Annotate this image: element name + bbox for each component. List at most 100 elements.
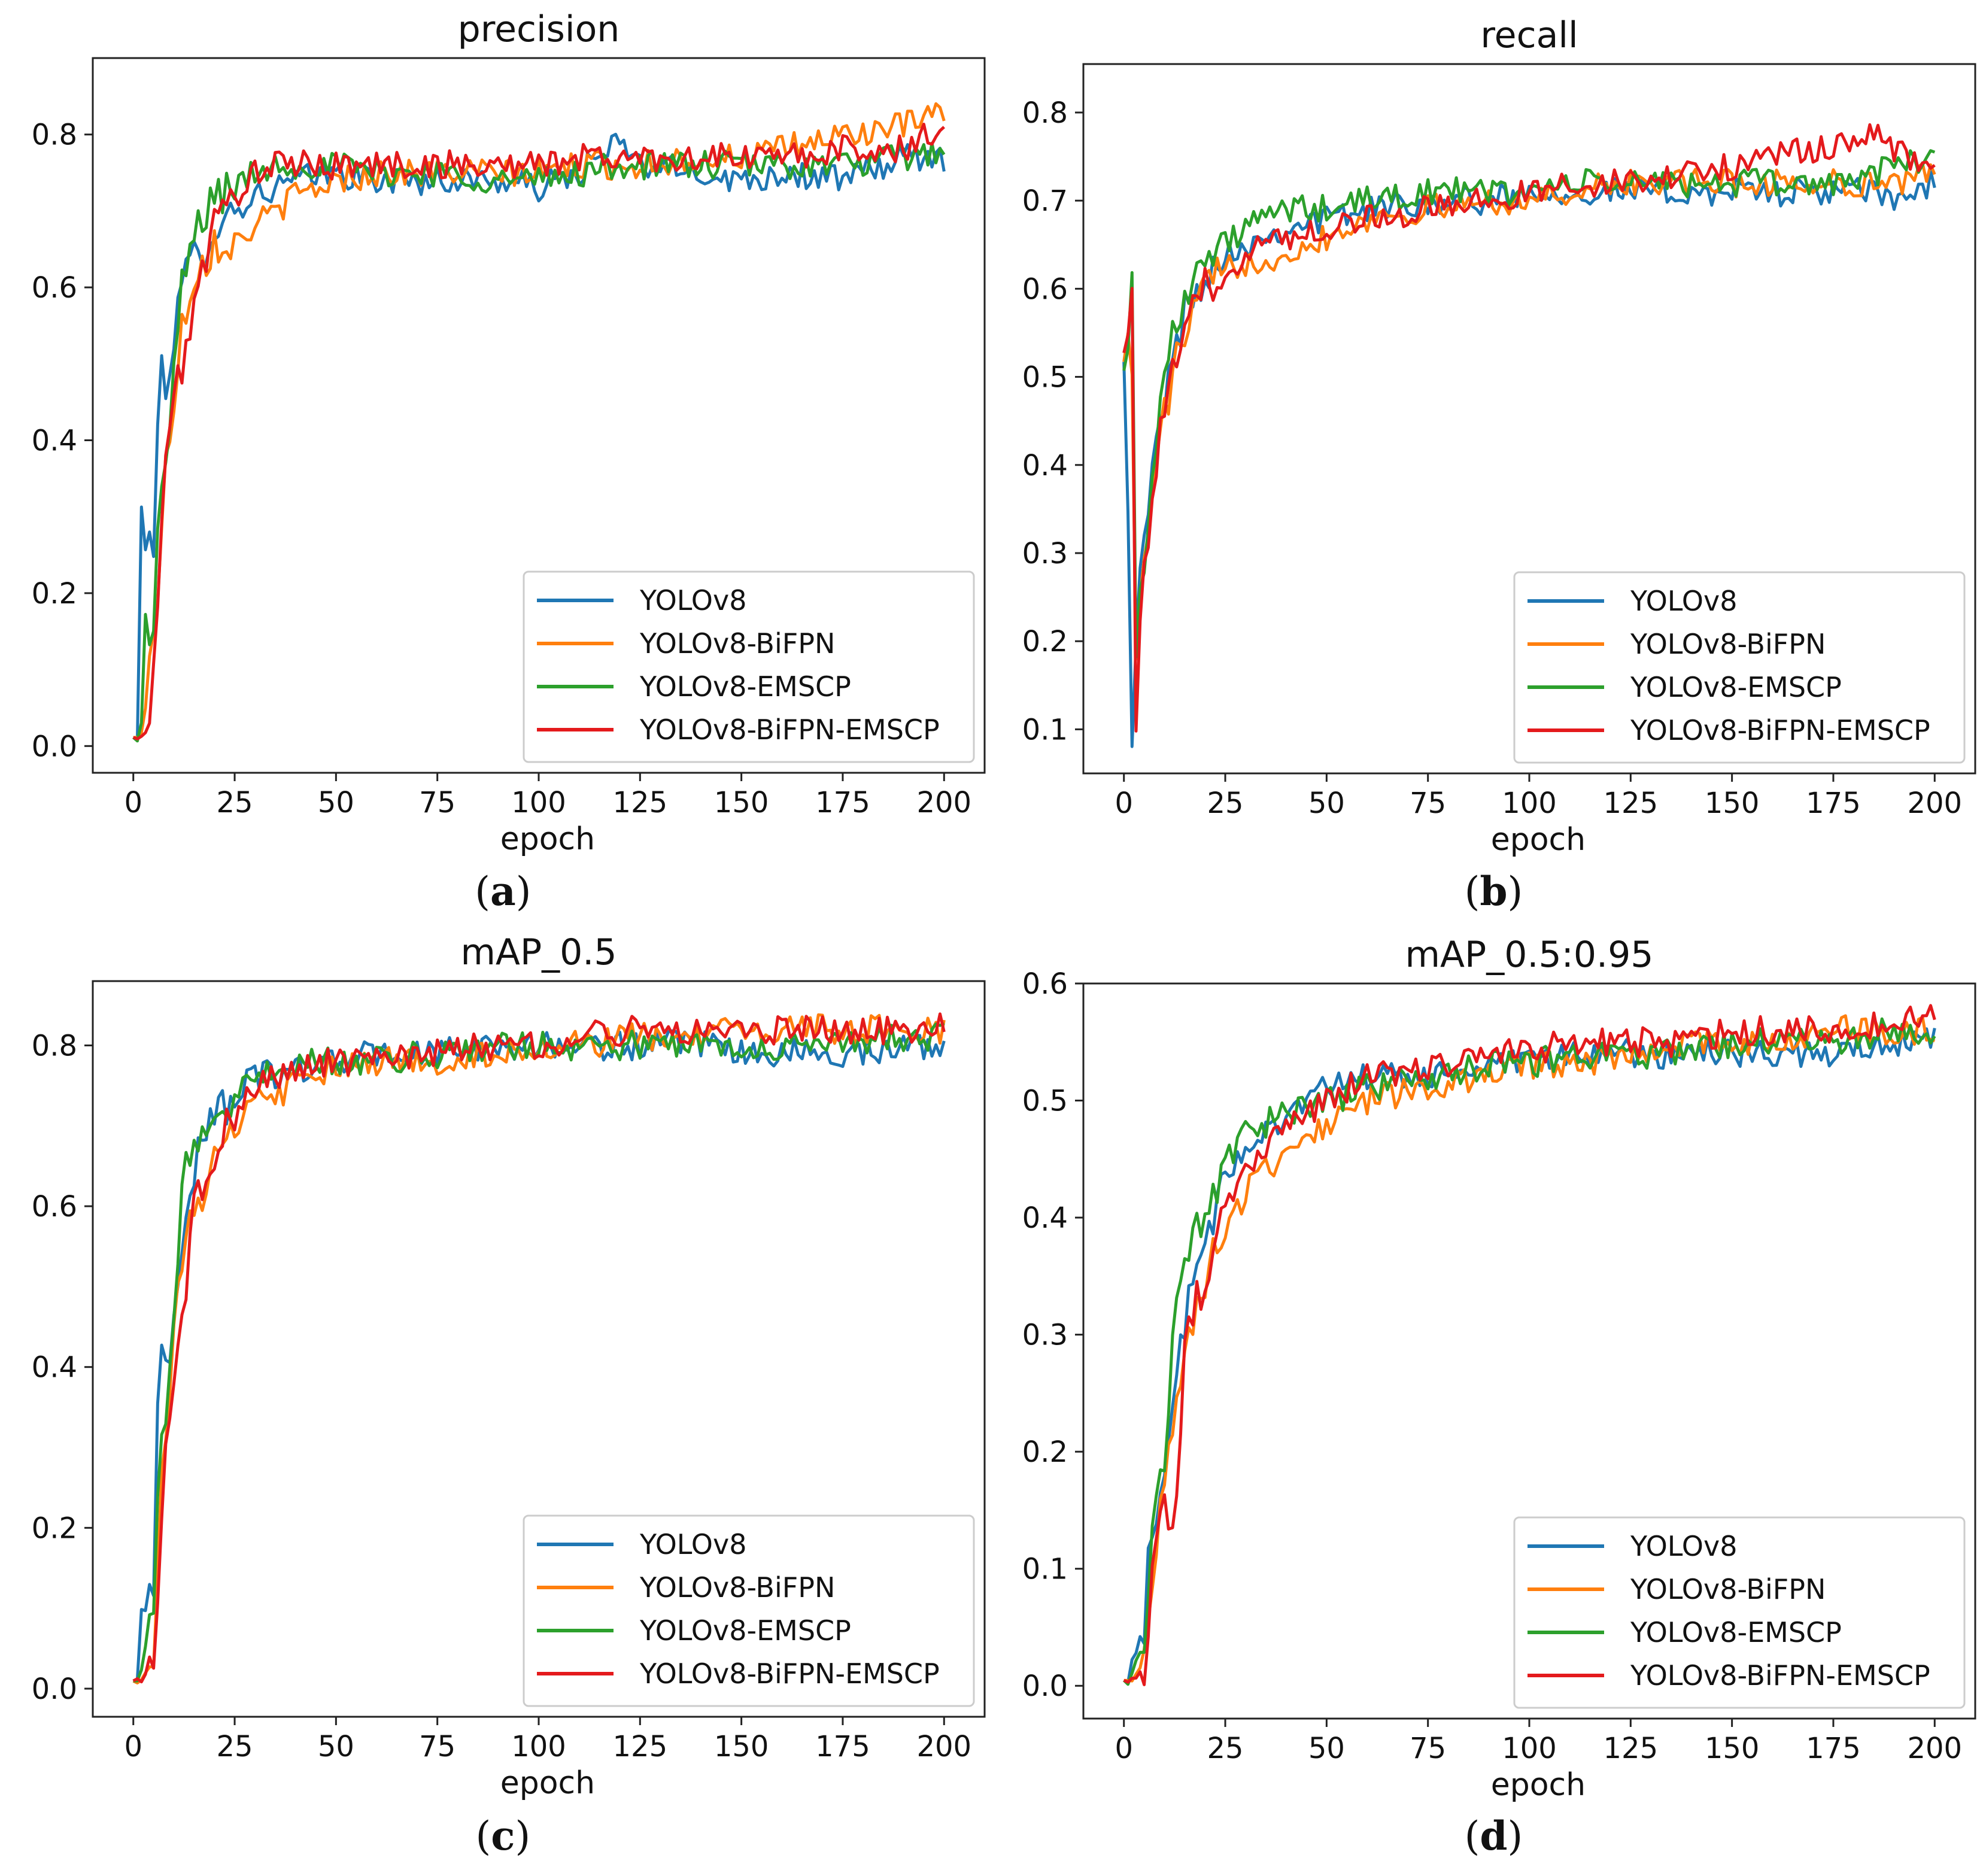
legend-entry: YOLOv8-BiFPN — [639, 627, 835, 660]
legend-entry: YOLOv8-EMSCP — [1630, 671, 1842, 703]
series-line-yolov8-bifpn-emscp — [132, 1012, 946, 1684]
legend-entry: YOLOv8-EMSCP — [1630, 1616, 1842, 1649]
series-line-yolov8-bifpn-emscp — [1123, 1004, 1936, 1686]
x-tick-label: 25 — [217, 1730, 253, 1763]
x-tick-label: 50 — [1308, 787, 1345, 820]
x-tick-label: 75 — [1410, 787, 1446, 820]
legend-entry: YOLOv8-BiFPN — [1630, 628, 1826, 660]
x-tick-label: 50 — [318, 1730, 354, 1763]
chart-title: recall — [1480, 14, 1578, 56]
y-tick-label: 0.3 — [1022, 537, 1068, 570]
x-tick-label: 100 — [1502, 787, 1557, 820]
x-tick-label: 25 — [1207, 787, 1244, 820]
x-tick-label: 0 — [124, 1730, 142, 1763]
legend-entry: YOLOv8 — [1630, 585, 1737, 617]
series-line-yolov8-emscp — [132, 141, 946, 743]
y-tick-label: 0.8 — [1022, 96, 1068, 130]
y-tick-label: 0.6 — [32, 1190, 77, 1224]
series-line-yolov8-bifpn — [1123, 1014, 1936, 1683]
x-tick-label: 50 — [1308, 1732, 1345, 1765]
chart-title: mAP_0.5 — [460, 931, 617, 973]
y-tick-label: 0.0 — [1022, 1669, 1068, 1703]
y-tick-label: 0.4 — [1022, 449, 1068, 482]
legend-entry: YOLOv8-BiFPN-EMSCP — [1630, 714, 1930, 746]
y-tick-label: 0.3 — [1022, 1319, 1068, 1352]
x-tick-label: 125 — [613, 786, 668, 819]
y-tick-label: 0.6 — [1022, 272, 1068, 306]
x-tick-label: 75 — [419, 1730, 455, 1763]
x-axis-label: epoch — [500, 821, 595, 857]
legend-entry: YOLOv8-EMSCP — [639, 1614, 851, 1647]
legend-entry: YOLOv8-BiFPN-EMSCP — [639, 1658, 940, 1690]
legend: YOLOv8 YOLOv8-BiFPN YOLOv8-EMSCP YOLOv8-BiF… — [523, 570, 975, 763]
x-tick-label: 0 — [124, 786, 142, 819]
legend-box — [1513, 571, 1966, 764]
y-tick-label: 0.0 — [32, 730, 77, 763]
chart-title: precision — [458, 8, 620, 50]
x-tick-label: 25 — [1207, 1732, 1244, 1765]
chart-b: recall 0 25 50 75 100 125 150 175 200 0.1 0.2 0.3 0.4… — [1022, 14, 1976, 915]
x-axis-label: epoch — [1491, 822, 1586, 858]
chart-c: mAP_0.5 0 25 50 75 100 125 150 175 200 0.0 0.2 0.4 0.… — [32, 931, 986, 1859]
x-tick-label: 75 — [1410, 1732, 1446, 1765]
legend: YOLOv8 YOLOv8-BiFPN YOLOv8-EMSCP YOLOv8-BiF… — [1513, 571, 1966, 764]
x-axis-label: epoch — [500, 1765, 595, 1801]
y-tick-label: 0.2 — [1022, 625, 1068, 658]
x-tick-label: 175 — [1806, 1732, 1861, 1765]
x-axis-label: epoch — [1491, 1767, 1586, 1803]
y-tick-label: 0.8 — [32, 1029, 77, 1063]
legend-entry: YOLOv8-BiFPN — [1630, 1573, 1826, 1605]
x-tick-label: 175 — [815, 786, 870, 819]
x-tick-label: 100 — [511, 786, 566, 819]
x-tick-label: 175 — [1806, 787, 1861, 820]
series-line-yolov8-emscp — [133, 1022, 945, 1683]
y-tick-label: 0.4 — [32, 424, 77, 458]
y-tick-label: 0.2 — [32, 1511, 77, 1545]
x-tick-label: 150 — [1705, 787, 1760, 820]
x-tick-label: 125 — [1604, 1732, 1659, 1765]
series-line-yolov8-bifpn-emscp — [1122, 123, 1936, 733]
legend: YOLOv8 YOLOv8-BiFPN YOLOv8-EMSCP YOLOv8-BiF… — [1513, 1516, 1966, 1709]
x-tick-label: 125 — [1604, 787, 1659, 820]
y-tick-label: 0.4 — [1022, 1201, 1068, 1235]
y-tick-label: 0.2 — [32, 577, 77, 611]
series-line-yolov8-bifpn-emscp — [132, 122, 945, 740]
legend-entry: YOLOv8 — [1630, 1530, 1737, 1562]
y-tick-label: 0.8 — [32, 119, 77, 152]
y-tick-label: 0.7 — [1022, 184, 1068, 218]
legend-box — [523, 1514, 975, 1707]
x-tick-label: 100 — [1502, 1732, 1557, 1765]
x-tick-label: 150 — [714, 1730, 769, 1763]
x-tick-label: 50 — [318, 786, 354, 819]
y-tick-label: 0.6 — [32, 271, 77, 305]
y-tick-label: 0.4 — [32, 1351, 77, 1385]
legend-entry: YOLOv8-EMSCP — [639, 670, 851, 703]
series-line-yolov8 — [1123, 1027, 1936, 1684]
x-tick-label: 100 — [511, 1730, 566, 1763]
x-tick-label: 0 — [1114, 787, 1133, 820]
x-tick-label: 200 — [916, 786, 971, 819]
y-tick-label: 0.6 — [1022, 967, 1068, 1001]
y-tick-label: 0.0 — [32, 1672, 77, 1706]
legend: YOLOv8 YOLOv8-BiFPN YOLOv8-EMSCP YOLOv8-BiF… — [523, 1514, 975, 1707]
legend-entry: YOLOv8-BiFPN — [639, 1571, 835, 1604]
series-line-yolov8 — [132, 132, 946, 741]
x-tick-label: 0 — [1114, 1732, 1133, 1765]
x-tick-label: 200 — [1907, 787, 1962, 820]
legend-entry: YOLOv8 — [639, 584, 746, 617]
legend-entry: YOLOv8-BiFPN-EMSCP — [639, 714, 940, 746]
panel-label: (b) — [1465, 868, 1523, 915]
chart-d: mAP_0.5:0.95 0 25 50 75 100 125 150 175 200 0.0 0.1… — [1022, 934, 1976, 1859]
legend-box — [523, 570, 975, 763]
legend-entry: YOLOv8 — [639, 1528, 746, 1561]
y-tick-label: 0.1 — [1022, 1553, 1068, 1586]
y-tick-label: 0.5 — [1022, 361, 1068, 394]
y-tick-label: 0.2 — [1022, 1435, 1068, 1469]
x-tick-label: 200 — [1907, 1732, 1962, 1765]
y-tick-label: 0.5 — [1022, 1085, 1068, 1118]
x-tick-label: 175 — [815, 1730, 870, 1763]
x-tick-label: 25 — [217, 786, 253, 819]
x-tick-label: 125 — [613, 1730, 668, 1763]
x-tick-label: 150 — [1705, 1732, 1760, 1765]
